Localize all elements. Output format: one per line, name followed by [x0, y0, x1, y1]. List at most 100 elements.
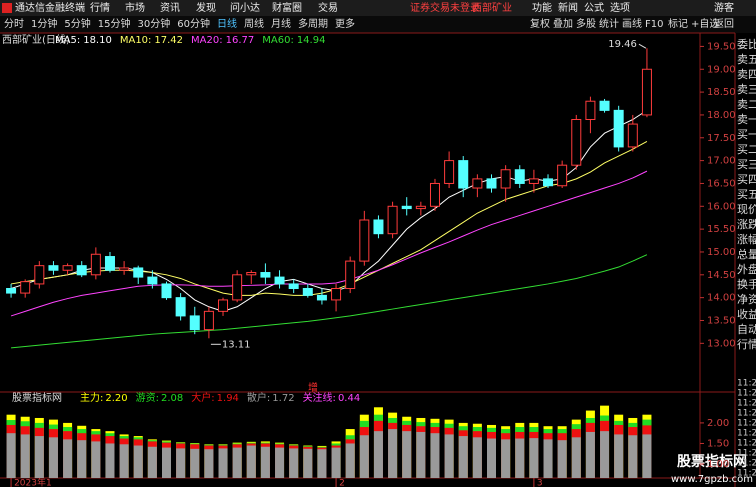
indicator-legend-name: 主力:: [80, 391, 103, 404]
signal: 增: [308, 381, 318, 394]
indicator-bar: [600, 431, 610, 478]
indicator-bar: [628, 435, 638, 478]
menu-item[interactable]: 资讯: [160, 2, 180, 14]
tool-button[interactable]: F10: [645, 19, 663, 30]
period-tab[interactable]: 周线: [244, 17, 264, 30]
y-tick-label: 2.00: [707, 418, 729, 429]
period-tab[interactable]: 多周期: [298, 17, 328, 30]
sidebar-label: 卖二: [737, 98, 756, 111]
menu-item[interactable]: 选项: [610, 1, 630, 14]
candle-body: [161, 283, 172, 299]
user[interactable]: 游客: [714, 1, 734, 14]
indicator-title: 股票指标网: [12, 391, 62, 404]
indicator-bar: [63, 439, 73, 478]
period-tab[interactable]: 5分钟: [64, 17, 90, 30]
indicator-bar: [444, 434, 454, 478]
high-label: 19.46: [608, 39, 637, 50]
indicator-bar: [388, 429, 398, 478]
indicator-bar: [34, 436, 44, 478]
menu-item[interactable]: 发现: [196, 1, 216, 14]
candle-body: [288, 283, 299, 290]
y-tick-label: 14.00: [707, 293, 736, 304]
period-tab[interactable]: 15分钟: [98, 17, 131, 30]
ma-line: [11, 254, 648, 349]
indicator-bar: [373, 431, 383, 478]
sidebar-label: 收益: [737, 307, 756, 321]
legend-name: MA10:: [120, 35, 152, 46]
candle-body: [571, 119, 582, 166]
tool-button[interactable]: 多股: [576, 17, 596, 30]
tool-button[interactable]: 画线: [622, 17, 642, 30]
candle-body: [528, 178, 539, 184]
sidebar-time: 11:25: [737, 409, 756, 419]
candle-body: [48, 265, 59, 271]
y-tick-label: 18.00: [707, 110, 736, 121]
indicator-bar: [543, 439, 553, 478]
candle-body: [302, 288, 313, 296]
candle-body: [6, 288, 17, 294]
menu-item[interactable]: 市场: [125, 1, 145, 14]
tool-button[interactable]: 复权: [530, 17, 550, 30]
menu-item[interactable]: 功能: [532, 1, 552, 14]
candle-body: [232, 274, 243, 301]
legend-value: 17.42: [154, 35, 183, 46]
candle-body: [543, 178, 554, 187]
sidebar-label: 买三: [737, 158, 756, 171]
menu-item[interactable]: 新闻: [558, 1, 578, 14]
tool-button[interactable]: 统计: [599, 17, 619, 30]
period-tab[interactable]: 日线: [217, 17, 237, 30]
y-tick-label: 17.00: [707, 156, 736, 167]
sidebar-label: 换手: [737, 277, 756, 291]
logo-icon: [2, 3, 12, 13]
sidebar-label: 净资: [737, 292, 756, 306]
indicator-bar: [246, 445, 256, 478]
indicator-bar: [77, 440, 87, 478]
period-tab[interactable]: 30分钟: [137, 17, 170, 30]
candle-body: [627, 123, 638, 148]
ma-line: [10, 109, 648, 312]
tool-button[interactable]: 返回: [714, 18, 734, 30]
sidebar-time: 11:25: [737, 449, 756, 459]
tool-button[interactable]: 叠加: [553, 18, 573, 30]
y-tick-label: 19.00: [707, 64, 736, 75]
indicator-bar: [20, 434, 30, 478]
period-tab[interactable]: 60分钟: [177, 17, 210, 30]
candle-body: [119, 267, 130, 271]
sidebar-label: 行情: [737, 338, 756, 351]
indicator-bar: [416, 431, 426, 478]
indicator-legend-name: 关注线:: [303, 391, 336, 404]
candle-body: [401, 205, 412, 210]
candle-body: [203, 310, 214, 331]
x-tick-label: 2: [339, 479, 345, 487]
period-tab[interactable]: 更多: [335, 17, 355, 30]
sidebar-time: 11:25: [737, 439, 756, 449]
tool-button[interactable]: 标记: [668, 18, 688, 30]
menu-item[interactable]: 交易: [318, 1, 338, 14]
menu-item[interactable]: 问小达: [230, 1, 260, 14]
ma-line: [10, 170, 648, 317]
indicator-legend-value: 1.94: [217, 393, 239, 404]
menu-item[interactable]: 财富圈: [272, 1, 302, 14]
menu-item[interactable]: 行情: [90, 1, 110, 14]
indicator-legend-value: 0.44: [338, 393, 360, 404]
period-tab[interactable]: 1分钟: [31, 17, 57, 30]
menu-item[interactable]: 公式: [584, 1, 604, 14]
tool-button[interactable]: +自选: [691, 17, 719, 30]
y-tick-label: 14.50: [707, 270, 736, 281]
candle-body: [415, 205, 426, 210]
login-status[interactable]: 证券交易未登录: [410, 1, 480, 14]
period-tab[interactable]: 月线: [271, 17, 291, 30]
sidebar-label: 卖一: [737, 113, 756, 126]
candle-body: [373, 219, 384, 235]
indicator-bar: [472, 437, 482, 478]
sidebar-time: 11:25: [737, 399, 756, 409]
period-tab[interactable]: 分时: [4, 18, 24, 30]
indicator-bar: [204, 449, 214, 478]
candle-body: [189, 315, 200, 331]
indicator-bar: [331, 447, 341, 478]
candle-body: [472, 178, 483, 189]
sidebar-time: 11:25: [737, 429, 756, 439]
indicator-bar: [147, 446, 157, 478]
sidebar-label: 总量: [737, 247, 756, 261]
